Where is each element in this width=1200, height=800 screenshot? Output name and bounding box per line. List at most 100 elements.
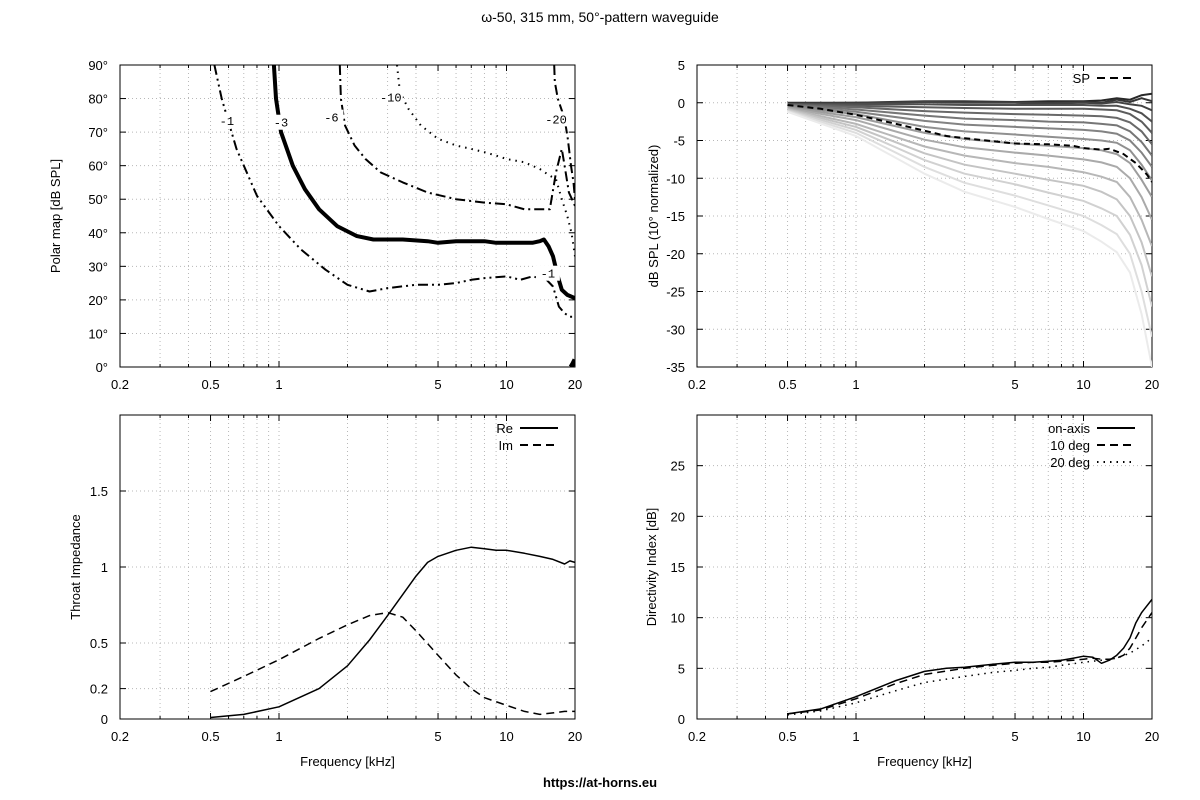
angle-curve-line [787, 104, 1152, 157]
contour-label: -6 [324, 112, 338, 126]
contour-label-bg [268, 114, 293, 130]
legend-label: Im [499, 438, 513, 453]
contour-label: -1 [220, 115, 234, 129]
contour-label-bg [543, 111, 568, 127]
legend-label: 10 deg [1050, 438, 1090, 453]
contour-label-bg [378, 89, 403, 105]
contour-label-bg [535, 265, 560, 281]
chart-title: ω-50, 315 mm, 50°-pattern waveguide [481, 9, 719, 25]
y-axis-label: Throat Impedance [68, 514, 83, 620]
x-tick-label: 0.5 [201, 729, 219, 744]
x-tick-label: 10 [1076, 729, 1090, 744]
y-tick-label: 70° [88, 125, 108, 140]
y-tick-label: 50° [88, 192, 108, 207]
y-tick-label: 25 [671, 459, 685, 474]
y-tick-label: 40° [88, 226, 108, 241]
legend: SP [1073, 71, 1135, 86]
polar-map-panel: 0.2 0.5 1 5 10 20 0° 10° 20° 30° 40° 50° 60° 70° 80° 90… [48, 58, 582, 392]
contour-1-line [271, 65, 575, 301]
angle-curve-line [787, 107, 1152, 221]
x-tick-label: 1 [275, 377, 282, 392]
angle-curve-line [787, 110, 1152, 367]
re-line [210, 546, 575, 719]
axis-ticks: 0.2 0.5 1 5 10 20 -35 -30 -25 -20 -15 -10 -5 0 5 [666, 58, 1159, 392]
y-tick-label: 5 [678, 58, 685, 73]
y-tick-label: 30° [88, 259, 108, 274]
contour-label: -10 [380, 92, 402, 106]
angle-curve-line [787, 106, 1152, 198]
y-axis-label: Directivity Index [dB] [644, 508, 659, 627]
contour-label: -3 [274, 117, 288, 131]
y-tick-label: -35 [666, 360, 685, 375]
series-layer [213, 65, 575, 367]
contour-3-line [396, 65, 575, 257]
x-tick-label: 1 [852, 377, 859, 392]
y-tick-label: 0.5 [90, 636, 108, 651]
angle-curve-line [787, 100, 1152, 112]
y-axis-label: Polar map [dB SPL] [48, 159, 63, 273]
x-tick-label: 5 [1011, 377, 1018, 392]
grid [120, 415, 575, 719]
x-tick-label: 0.2 [688, 377, 706, 392]
x-tick-label: 0.2 [688, 729, 706, 744]
legend-label: on-axis [1048, 421, 1090, 436]
y-tick-label: 15 [671, 560, 685, 575]
x-tick-label: 0.2 [111, 377, 129, 392]
x-tick-label: 5 [434, 377, 441, 392]
grid [697, 415, 1152, 719]
x-tick-label: 1 [275, 729, 282, 744]
y-tick-label: 20° [88, 293, 108, 308]
angle-curve-line [787, 104, 1152, 168]
angle-curve-line [787, 108, 1152, 277]
y-tick-label: -5 [673, 134, 685, 149]
y-tick-label: 90° [88, 58, 108, 73]
contour-label: -20 [545, 113, 567, 127]
spl-normalized-panel: 0.2 0.5 1 5 10 20 -35 -30 -25 -20 -15 -10 -5 0 5 dB SPL… [646, 58, 1159, 392]
angle-curve-line [787, 104, 1152, 145]
legend-label: Re [496, 421, 513, 436]
y-tick-label: 20 [671, 509, 685, 524]
y-tick-label: 60° [88, 159, 108, 174]
legend-label: SP [1073, 71, 1090, 86]
y-tick-label: -15 [666, 209, 685, 224]
x-axis-label: Frequency [kHz] [877, 754, 972, 769]
contour-label: -1 [541, 268, 555, 282]
series-layer [210, 546, 575, 719]
legend: on-axis 10 deg 20 deg [1048, 421, 1135, 470]
x-tick-label: 10 [499, 729, 513, 744]
x-tick-label: 10 [499, 377, 513, 392]
y-tick-label: 5 [678, 661, 685, 676]
y-tick-label: 0.2 [90, 682, 108, 697]
axis-ticks: 0.2 0.5 1 5 10 20 0° 10° 20° 30° 40° 50° 60° 70° 80° 90… [88, 58, 582, 392]
contour-0-line [213, 65, 575, 318]
x-tick-label: 1 [852, 729, 859, 744]
x-tick-label: 20 [568, 377, 582, 392]
x-tick-label: 20 [1145, 729, 1159, 744]
angle-curve-line [787, 103, 1152, 134]
10-deg-line [787, 612, 1152, 715]
contour-4-line [553, 65, 575, 200]
20-deg-line [787, 637, 1152, 716]
y-tick-label: 10° [88, 326, 108, 341]
legend-label: 20 deg [1050, 455, 1090, 470]
im-line [210, 611, 575, 716]
angle-curve-line [787, 105, 1152, 182]
contour-2-line [338, 65, 575, 211]
x-tick-label: 0.5 [778, 377, 796, 392]
footer-url: https://at-horns.eu [542, 775, 658, 790]
grid [120, 65, 575, 367]
y-tick-label: -25 [666, 285, 685, 300]
x-tick-label: 0.5 [201, 377, 219, 392]
contour-label-bg [214, 113, 239, 129]
y-tick-label: 0 [678, 712, 685, 727]
x-tick-label: 5 [434, 729, 441, 744]
y-tick-label: -30 [666, 322, 685, 337]
y-tick-label: 1 [101, 560, 108, 575]
x-tick-label: 20 [1145, 377, 1159, 392]
sp-line [787, 104, 1152, 183]
y-tick-label: 0 [101, 712, 108, 727]
